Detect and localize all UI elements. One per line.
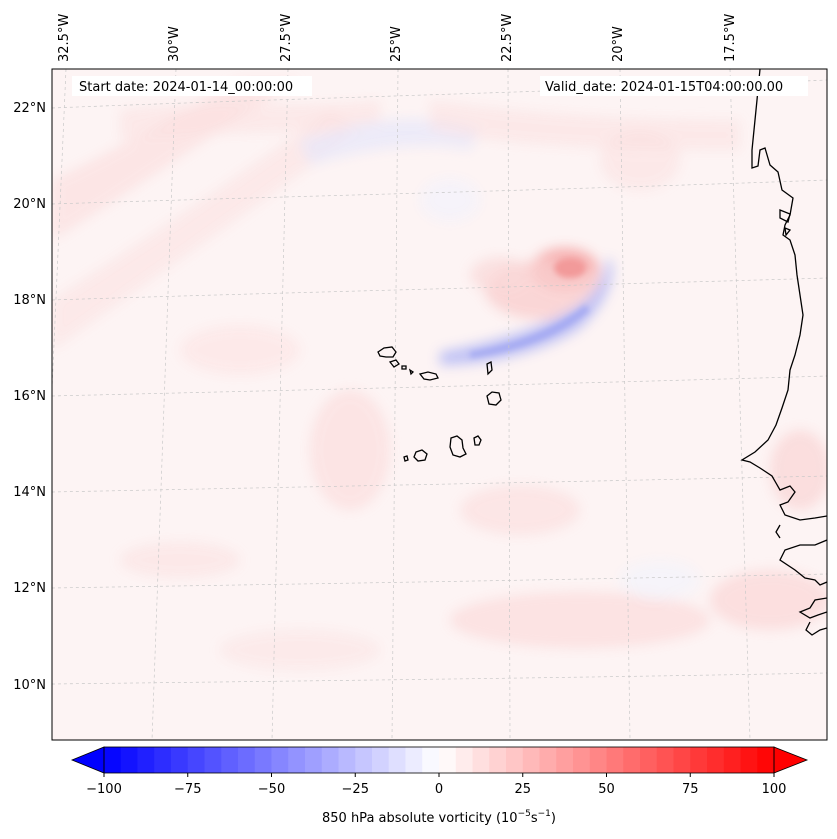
colorbar-segment — [171, 747, 189, 773]
cb-tick-label: 50 — [598, 782, 615, 797]
colorbar-segment — [355, 747, 373, 773]
colorbar-segment — [372, 747, 390, 773]
colorbar-segment — [673, 747, 691, 773]
lon-label: 20°W — [611, 26, 626, 62]
lat-label: 22°N — [13, 101, 46, 116]
colorbar-segment — [439, 747, 457, 773]
colorbar-segment — [506, 747, 524, 773]
lon-label: 22.5°W — [500, 14, 515, 62]
colorbar-segment — [740, 747, 758, 773]
colorbar-segment — [472, 747, 490, 773]
cb-tick-label: −25 — [342, 782, 369, 797]
valid-label-box — [540, 76, 808, 96]
coastline — [740, 69, 827, 636]
colorbar-segment — [573, 747, 591, 773]
colorbar-segment — [154, 747, 172, 773]
colorbar-segment — [640, 747, 658, 773]
colorbar-segment — [606, 747, 624, 773]
lat-label: 12°N — [13, 581, 46, 596]
colorbar-segment — [556, 747, 574, 773]
cb-tick-label: 25 — [514, 782, 531, 797]
start-date-label: Start date: 2024-01-14_00:00:00 — [79, 80, 293, 95]
colorbar-segment — [338, 747, 356, 773]
colorbar-segment — [187, 747, 206, 773]
lon-label: 25°W — [389, 26, 404, 62]
valid-date-label: Valid_date: 2024-01-15T04:00:00.00 — [545, 80, 783, 95]
vorticity-field — [52, 69, 827, 740]
lat-label: 20°N — [13, 197, 46, 212]
lon-label: 32.5°W — [57, 14, 72, 62]
colorbar-tick-labels: −100 −75 −50 −25 0 25 50 75 100 — [86, 782, 786, 797]
cb-tick-label: 0 — [435, 782, 443, 797]
lat-label: 10°N — [13, 678, 46, 693]
colorbar-segment — [221, 747, 239, 773]
cb-tick-label: −50 — [258, 782, 285, 797]
colorbar: −100 −75 −50 −25 0 25 50 75 100 850 hPa … — [70, 746, 809, 826]
start-label-box — [72, 76, 312, 96]
cb-title-mid: s — [531, 811, 538, 826]
cape-verde-islands — [377, 346, 502, 462]
colorbar-segment — [137, 747, 155, 773]
colorbar-segment — [405, 747, 423, 773]
cb-title-suffix: ) — [551, 811, 556, 826]
colorbar-segment — [422, 747, 440, 773]
colorbar-segments — [104, 747, 775, 773]
lon-label: 17.5°W — [723, 14, 738, 62]
cb-tick-label: −75 — [174, 782, 201, 797]
cb-title-prefix: 850 hPa absolute vorticity (10 — [322, 811, 518, 826]
cb-title-exp1: −5 — [518, 809, 531, 819]
colorbar-segment — [271, 747, 289, 773]
colorbar-high-extend — [773, 746, 809, 774]
cb-tick-label: 100 — [762, 782, 787, 797]
lon-label: 27.5°W — [279, 14, 294, 62]
latitude-labels: 22°N 20°N 18°N 16°N 14°N 12°N 10°N — [13, 101, 46, 693]
colorbar-segment — [690, 747, 708, 773]
colorbar-segment — [104, 747, 122, 773]
colorbar-segment — [305, 747, 323, 773]
map-frame — [51, 68, 828, 741]
colorbar-segment — [238, 747, 256, 773]
map-area[interactable] — [52, 69, 827, 740]
cb-title-exp2: −1 — [538, 809, 551, 819]
colorbar-segment — [489, 747, 507, 773]
colorbar-segment — [757, 747, 775, 773]
longitude-labels: 32.5°W 30°W 27.5°W 25°W 22.5°W 20°W 17.5… — [57, 14, 738, 62]
colorbar-segment — [623, 747, 641, 773]
lat-label: 16°N — [13, 389, 46, 404]
colorbar-segment — [707, 747, 725, 773]
lat-label: 18°N — [13, 293, 46, 308]
colorbar-segment — [656, 747, 675, 773]
cb-tick-label: 75 — [682, 782, 699, 797]
colorbar-segment — [388, 747, 407, 773]
colorbar-segment — [539, 747, 557, 773]
colorbar-segment — [455, 747, 474, 773]
colorbar-ticks — [103, 773, 775, 777]
lon-label: 30°W — [167, 26, 182, 62]
colorbar-segment — [120, 747, 139, 773]
colorbar-segment — [321, 747, 340, 773]
lat-label: 14°N — [13, 485, 46, 500]
colorbar-segment — [522, 747, 541, 773]
colorbar-segment — [723, 747, 742, 773]
colorbar-segment — [254, 747, 273, 773]
cb-tick-label: −100 — [86, 782, 122, 797]
colorbar-segment — [204, 747, 222, 773]
colorbar-segment — [288, 747, 306, 773]
colorbar-title: 850 hPa absolute vorticity (10−5s−1) — [322, 809, 556, 826]
colorbar-low-extend — [70, 746, 105, 774]
colorbar-segment — [589, 747, 608, 773]
